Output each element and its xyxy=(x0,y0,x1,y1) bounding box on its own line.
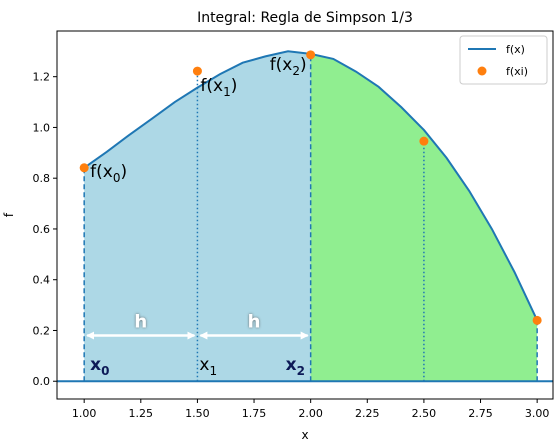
x-tick-label: 1.50 xyxy=(185,407,210,420)
sample-point xyxy=(79,163,89,173)
shaded-regions xyxy=(57,51,553,383)
step-label-h: h xyxy=(248,312,261,333)
sample-points xyxy=(79,50,542,325)
point-label-fx2: f(x2) xyxy=(270,55,307,78)
y-tick-label: 0.6 xyxy=(33,223,51,236)
x-tick-label: 2.50 xyxy=(412,407,437,420)
legend-marker-swatch xyxy=(477,66,487,76)
x-axis-ticks: 1.00 1.25 1.50 1.75 2.00 2.25 2.50 2.75 3.00 xyxy=(72,399,549,420)
point-label-fx0: f(x0) xyxy=(90,162,127,185)
sample-point xyxy=(192,66,202,76)
x-tick-label: 1.00 xyxy=(72,407,97,420)
plot-frame xyxy=(56,30,554,400)
legend-entry-fxi: f(xi) xyxy=(506,65,528,78)
y-tick-label: 0.2 xyxy=(33,324,51,337)
x-tick-label: 1.75 xyxy=(242,407,267,420)
x-tick-label: 3.00 xyxy=(525,407,550,420)
y-tick-label: 0.0 xyxy=(33,375,51,388)
point-label-fx1: f(x1) xyxy=(200,76,237,99)
shaded-region-2 xyxy=(310,53,538,382)
sample-point xyxy=(306,50,316,60)
x-tick-label: 2.25 xyxy=(355,407,380,420)
sample-point xyxy=(419,136,429,146)
x-axis-label: x xyxy=(301,428,308,442)
legend-entry-fx: f(x) xyxy=(506,43,525,56)
x-tick-label: 1.25 xyxy=(129,407,154,420)
legend-box xyxy=(459,35,548,85)
y-tick-label: 1.2 xyxy=(33,71,51,84)
y-tick-label: 0.8 xyxy=(33,172,51,185)
node-guide-lines xyxy=(83,54,538,382)
x-tick-label: 2.00 xyxy=(298,407,323,420)
sample-point xyxy=(532,315,542,325)
y-axis-ticks: 0.0 0.2 0.4 0.6 0.8 1.0 1.2 xyxy=(33,71,57,388)
y-tick-label: 1.0 xyxy=(33,121,51,134)
x-tick-label: 2.75 xyxy=(468,407,493,420)
chart-title: Integral: Regla de Simpson 1/3 xyxy=(197,10,413,26)
legend: f(x) f(xi) xyxy=(459,35,548,85)
y-axis-label: f xyxy=(2,212,16,217)
y-tick-label: 0.4 xyxy=(33,274,51,287)
step-label-h: h xyxy=(134,312,147,333)
